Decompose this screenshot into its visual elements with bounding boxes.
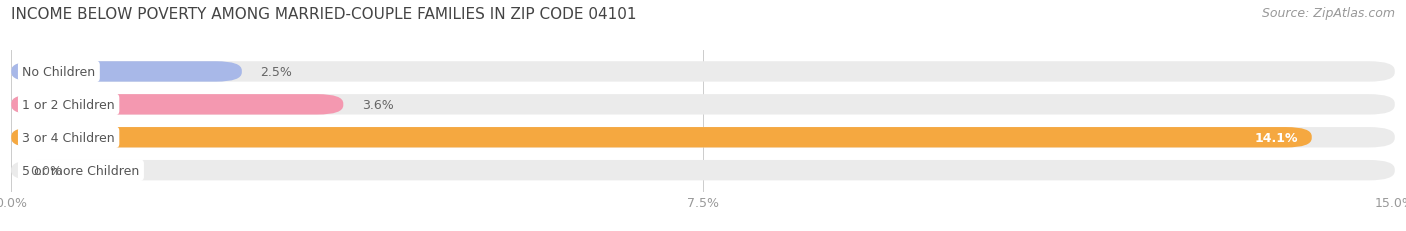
FancyBboxPatch shape [11,95,343,115]
FancyBboxPatch shape [11,62,242,82]
Text: 1 or 2 Children: 1 or 2 Children [22,98,115,111]
Text: INCOME BELOW POVERTY AMONG MARRIED-COUPLE FAMILIES IN ZIP CODE 04101: INCOME BELOW POVERTY AMONG MARRIED-COUPL… [11,7,637,22]
FancyBboxPatch shape [11,128,1312,148]
Text: Source: ZipAtlas.com: Source: ZipAtlas.com [1261,7,1395,20]
Text: 5 or more Children: 5 or more Children [22,164,139,177]
FancyBboxPatch shape [11,160,1395,181]
FancyBboxPatch shape [11,128,1395,148]
FancyBboxPatch shape [11,62,1395,82]
Text: 3 or 4 Children: 3 or 4 Children [22,131,115,144]
Text: 14.1%: 14.1% [1254,131,1298,144]
Text: 2.5%: 2.5% [260,66,292,79]
Text: 0.0%: 0.0% [30,164,62,177]
Text: No Children: No Children [22,66,96,79]
Text: 3.6%: 3.6% [361,98,394,111]
FancyBboxPatch shape [11,95,1395,115]
